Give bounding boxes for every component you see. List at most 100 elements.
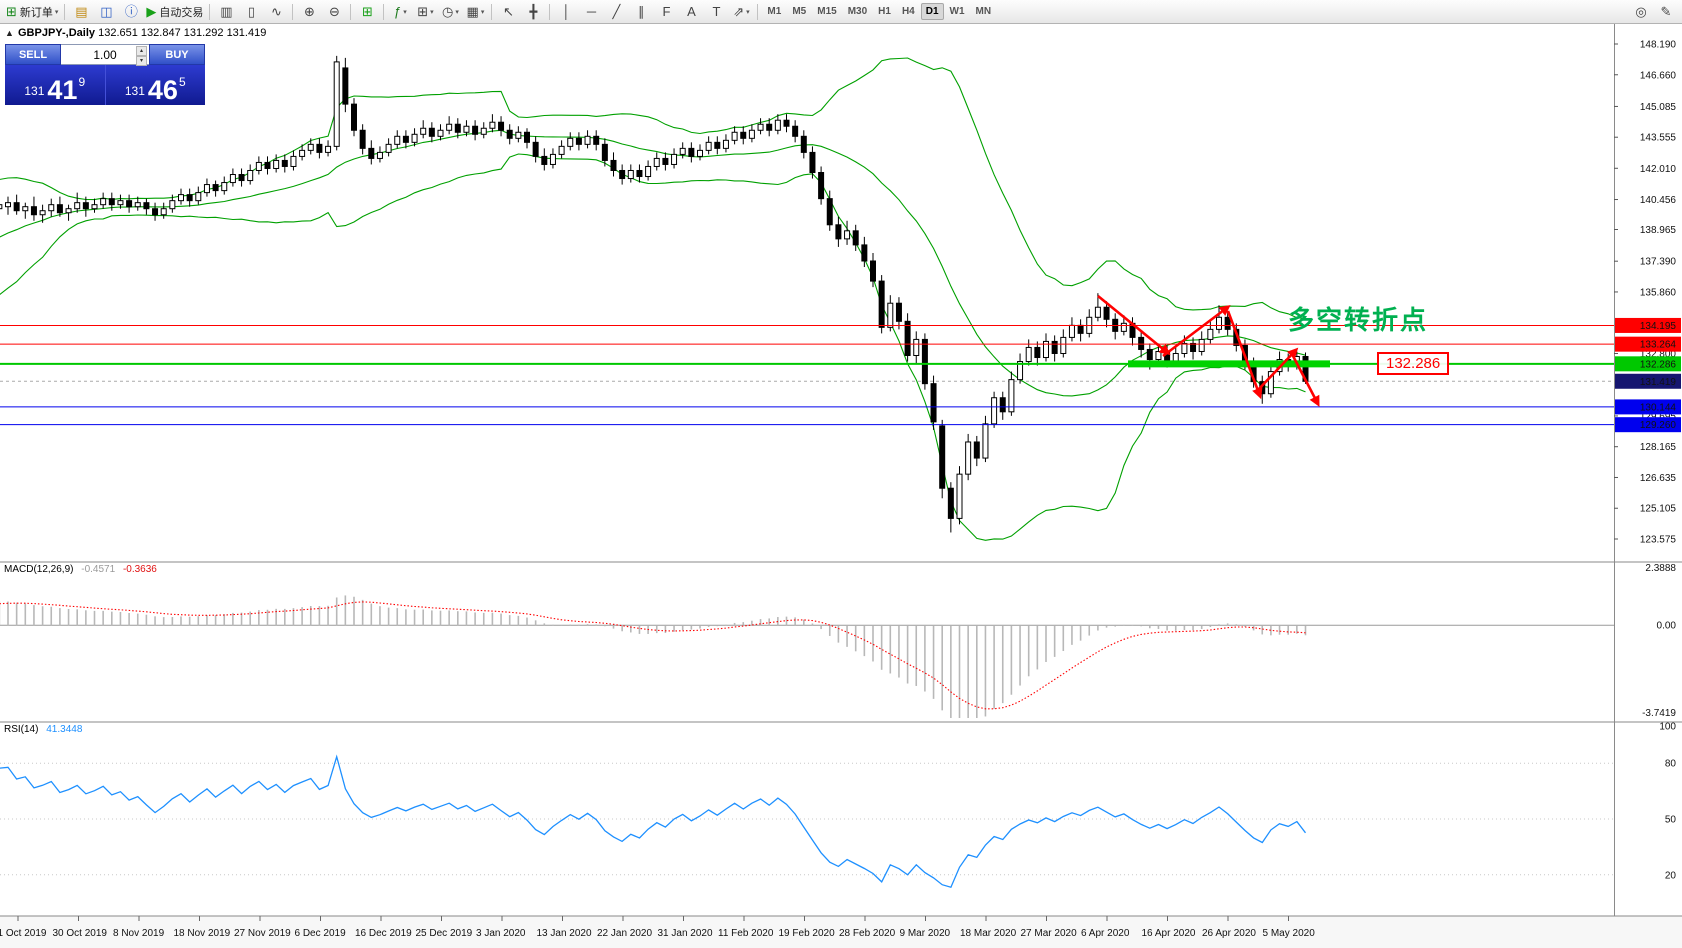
candles-button[interactable]: ▯ <box>239 2 263 22</box>
svg-text:21 Oct 2019: 21 Oct 2019 <box>0 928 47 939</box>
volume-input[interactable]: 1.00 ▴ ▾ <box>61 44 149 66</box>
buy-button[interactable]: BUY <box>149 44 205 65</box>
macd-indicator-label: MACD(12,26,9) -0.4571 -0.3636 <box>4 564 157 575</box>
crosshair-button[interactable]: ╋ <box>521 2 545 22</box>
hline-button[interactable]: ─ <box>579 2 603 22</box>
label-icon: T <box>712 4 721 19</box>
svg-text:133.264: 133.264 <box>1640 340 1677 351</box>
chart-title: GBPJPY-,Daily 132.651 132.847 131.292 13… <box>18 27 266 39</box>
line-chart-button[interactable]: ∿ <box>264 2 288 22</box>
svg-text:100: 100 <box>1659 722 1676 733</box>
horizontal-level-lines[interactable] <box>0 324 1614 426</box>
new-order-button[interactable]: ⊞ 新订单 ▾ <box>4 2 60 22</box>
svg-text:146.660: 146.660 <box>1640 70 1677 81</box>
autotrading-icon: ▶ <box>146 4 157 19</box>
svg-text:50: 50 <box>1665 815 1677 826</box>
svg-text:8 Nov 2019: 8 Nov 2019 <box>113 928 165 939</box>
dropdown-caret-icon: ▾ <box>54 8 59 16</box>
svg-text:16 Apr 2020: 16 Apr 2020 <box>1142 928 1196 939</box>
time-axis-strip <box>0 916 1682 948</box>
timeframe-w1-button[interactable]: W1 <box>949 6 965 17</box>
fibonacci-button[interactable]: F <box>654 2 678 22</box>
rsi-name: RSI(14) <box>4 724 39 735</box>
tile-windows-button[interactable]: ⊞ <box>355 2 379 22</box>
sell-button[interactable]: SELL <box>5 44 61 65</box>
vline-icon: │ <box>562 4 571 19</box>
svg-text:-3.7419: -3.7419 <box>1642 708 1676 719</box>
bid-price-panel[interactable]: 131 41 9 <box>5 65 106 105</box>
market-watch-button[interactable]: ◫ <box>94 2 118 22</box>
svg-text:80: 80 <box>1665 759 1677 770</box>
ask-price-panel[interactable]: 131 46 5 <box>105 65 205 105</box>
svg-text:142.010: 142.010 <box>1640 164 1677 175</box>
vline-button[interactable]: │ <box>554 2 578 22</box>
rsi-level-lines <box>0 762 1614 876</box>
text-button[interactable]: A <box>679 2 703 22</box>
svg-text:132.800: 132.800 <box>1640 349 1677 360</box>
svg-text:5 May 2020: 5 May 2020 <box>1263 928 1316 939</box>
candlestick-series <box>0 55 1309 533</box>
svg-text:27 Nov 2019: 27 Nov 2019 <box>234 928 291 939</box>
svg-text:138.965: 138.965 <box>1640 225 1677 236</box>
templates-button[interactable]: ▦ ▾ <box>463 2 487 22</box>
autotrading-button[interactable]: ▶ 自动交易 <box>144 2 205 22</box>
label-button[interactable]: T <box>704 2 728 22</box>
rsi-indicator-label: RSI(14) 41.3448 <box>4 724 82 735</box>
cursor-button[interactable]: ↖ <box>496 2 520 22</box>
timeframe-d1-button[interactable]: D1 <box>920 3 944 20</box>
trend-arrows[interactable] <box>1097 294 1320 407</box>
new-order-icon: ⊞ <box>6 4 17 19</box>
channel-button[interactable]: ∥ <box>629 2 653 22</box>
svg-text:130.144: 130.144 <box>1640 402 1677 413</box>
dropdown-caret-icon: ▾ <box>480 8 485 16</box>
volume-decrease-button[interactable]: ▾ <box>136 56 147 66</box>
ask-prefix: 131 <box>124 84 145 98</box>
timeframe-mn-button[interactable]: MN <box>975 6 992 17</box>
search-icon: ◎ <box>1635 4 1647 19</box>
profiles-button[interactable]: ▤ <box>69 2 93 22</box>
timeframe-m30-button[interactable]: M30 <box>847 6 868 17</box>
svg-text:13 Jan 2020: 13 Jan 2020 <box>537 928 592 939</box>
oneclick-collapse-toggle[interactable]: ▲ <box>5 28 14 38</box>
bars-button[interactable]: ▥ <box>214 2 238 22</box>
search-button[interactable]: ◎ <box>1629 2 1653 22</box>
svg-text:19 Feb 2020: 19 Feb 2020 <box>779 928 836 939</box>
periods-button[interactable]: ◷ ▾ <box>438 2 462 22</box>
macd-value: -0.4571 <box>81 564 116 575</box>
svg-text:3 Jan 2020: 3 Jan 2020 <box>476 928 526 939</box>
toolbar-separator <box>350 3 352 20</box>
profiles-icon: ▤ <box>75 4 88 19</box>
edit-button[interactable]: ✎ <box>1654 2 1678 22</box>
zoom-in-button[interactable]: ⊕ <box>297 2 321 22</box>
timeframe-h4-button[interactable]: H4 <box>901 6 915 17</box>
svg-text:132.286: 132.286 <box>1640 359 1677 370</box>
dropdown-caret-icon: ▾ <box>455 8 459 16</box>
zoom-out-button[interactable]: ⊖ <box>322 2 346 22</box>
price-level-box[interactable]: 132.286 <box>1377 352 1450 375</box>
bars-icon: ▥ <box>220 4 233 19</box>
data-window-button[interactable]: ⓘ <box>119 2 143 22</box>
svg-text:26 Apr 2020: 26 Apr 2020 <box>1202 928 1256 939</box>
svg-text:140.456: 140.456 <box>1640 195 1677 206</box>
timeframe-m1-button[interactable]: M1 <box>767 6 782 17</box>
symbol-period-label: GBPJPY-,Daily <box>18 27 96 39</box>
zoom-out-icon: ⊖ <box>328 4 340 19</box>
svg-text:11 Feb 2020: 11 Feb 2020 <box>718 928 774 939</box>
indicators-button[interactable]: ƒ ▾ <box>388 2 412 22</box>
volume-increase-button[interactable]: ▴ <box>136 46 147 56</box>
timeframe-h1-button[interactable]: H1 <box>878 6 891 17</box>
turning-point-label[interactable]: 多空转折点 <box>1288 305 1429 335</box>
toolbar: ⊞ 新订单 ▾ ▤ ◫ ⓘ ▶ 自动交易 ▥ ▯ ∿ ⊕ ⊖ ⊞ ƒ ▾ ⊞ ▾ ◷ ▾ ▦ ▾ ↖ ╋ │ ─ ╱ ∥ F A T ⇗ ▾ M1… <box>0 0 1682 24</box>
hline-icon: ─ <box>586 4 597 19</box>
trendline-button[interactable]: ╱ <box>604 2 628 22</box>
new-chart-button[interactable]: ⊞ ▾ <box>413 2 437 22</box>
trendline-icon: ╱ <box>612 4 621 19</box>
timeframe-m5-button[interactable]: M5 <box>792 6 807 17</box>
toolbar-separator <box>64 3 66 20</box>
timeframe-m15-button[interactable]: M15 <box>817 6 837 17</box>
arrows-button[interactable]: ⇗ ▾ <box>729 2 753 22</box>
toolbar-separator <box>491 3 493 20</box>
rsi-line <box>0 754 1307 888</box>
